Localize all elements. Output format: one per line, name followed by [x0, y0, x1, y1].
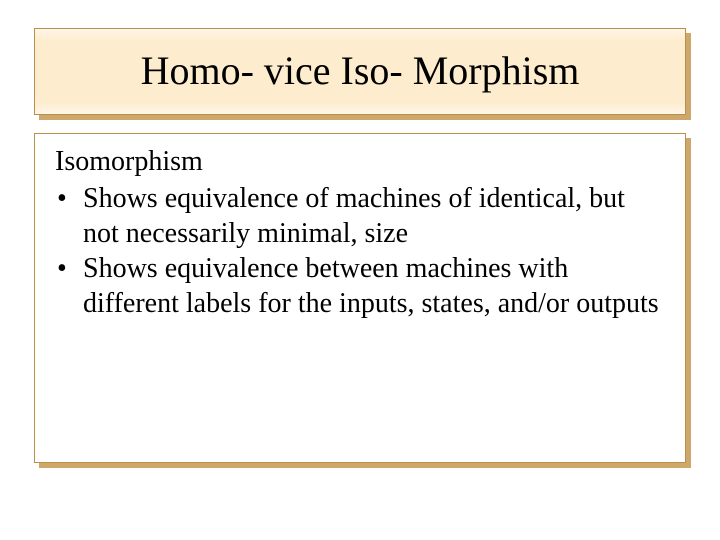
body-panel: Isomorphism • Shows equivalence of machi…	[34, 133, 686, 463]
bullet-marker: •	[55, 181, 83, 216]
title-panel: Homo- vice Iso- Morphism	[34, 28, 686, 115]
slide-title: Homo- vice Iso- Morphism	[45, 47, 675, 94]
title-box: Homo- vice Iso- Morphism	[34, 28, 686, 115]
body-box: Isomorphism • Shows equivalence of machi…	[34, 133, 686, 463]
bullet-marker: •	[55, 251, 83, 286]
bullet-text: Shows equivalence of machines of identic…	[83, 181, 665, 251]
bullet-item: • Shows equivalence between machines wit…	[55, 251, 665, 321]
bullet-text: Shows equivalence between machines with …	[83, 251, 665, 321]
section-heading: Isomorphism	[55, 144, 665, 179]
bullet-item: • Shows equivalence of machines of ident…	[55, 181, 665, 251]
